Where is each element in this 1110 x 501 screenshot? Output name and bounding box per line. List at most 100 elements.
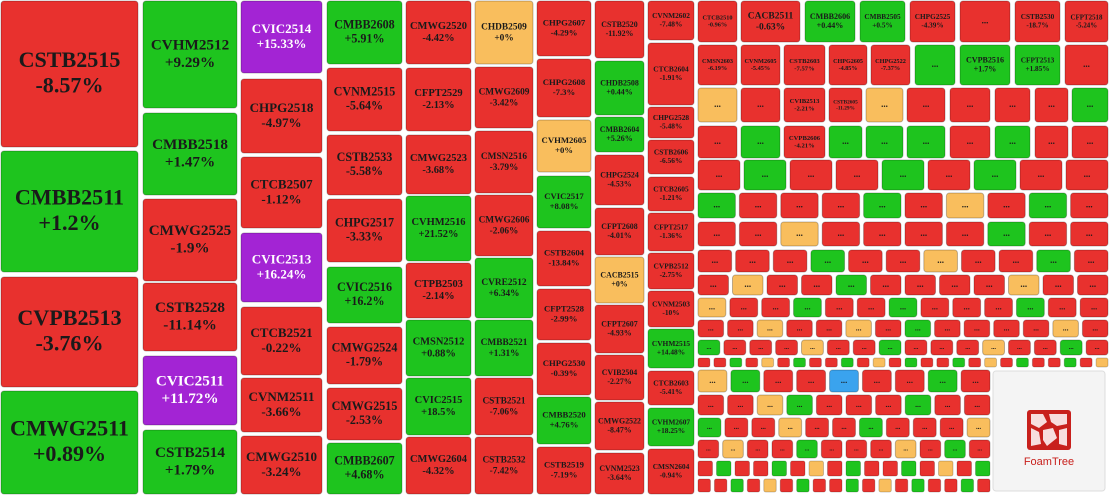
tile-box (804, 0, 856, 43)
tile: ... (810, 249, 846, 273)
tile-box (240, 0, 323, 74)
tile: CFPT2608-4.01% (594, 207, 645, 256)
tile: ... (1071, 125, 1109, 159)
tile-box (405, 262, 472, 319)
tile-label: CHPG2607 (543, 18, 586, 28)
tile-change: -7.19% (551, 470, 578, 480)
tile-box (966, 417, 991, 438)
tile-label: ... (732, 344, 737, 351)
tile: ... (994, 125, 1031, 159)
tile-box (1008, 339, 1031, 356)
tile-box (801, 274, 833, 296)
tile-label: CMBB2520 (542, 410, 586, 420)
tile-change: +1.79% (165, 462, 215, 479)
tile: ... (904, 394, 932, 416)
tile-label: ... (815, 424, 820, 431)
tile: ... (805, 417, 830, 438)
tile-box (1059, 339, 1083, 356)
tile: CVNM2511-3.66% (240, 377, 323, 433)
tile-box (697, 0, 738, 43)
tile-box (594, 0, 645, 59)
tile-box (1036, 249, 1071, 273)
tile-box (405, 436, 472, 495)
tile: ... (1059, 339, 1083, 356)
tile-box (796, 369, 827, 393)
tile-change: -2.06% (490, 226, 519, 236)
tile: ... (848, 249, 883, 273)
tile-label: ... (854, 169, 861, 179)
tile-label: ... (757, 99, 764, 109)
tile-box (0, 276, 139, 388)
small-tile (938, 460, 954, 477)
tile-label: ... (992, 169, 999, 179)
tile-label: ... (923, 136, 930, 146)
tile-label: ... (708, 323, 714, 332)
tile: CACB2515+0% (594, 256, 645, 304)
tile-box (536, 446, 592, 495)
tile-change: -1.36% (660, 231, 683, 240)
tile-box (904, 274, 936, 296)
tile-label: ... (710, 279, 717, 289)
small-tile (977, 478, 991, 493)
tile-label: CMBB2518 (152, 136, 228, 153)
tile-change: -5.41% (660, 387, 683, 396)
small-tile (936, 357, 950, 368)
tile-label: ... (1048, 136, 1055, 146)
tile-label: ... (784, 344, 789, 351)
tile-change: -0.94% (660, 471, 683, 480)
tile-change: +5.26% (606, 134, 632, 143)
tile-label: ... (1045, 200, 1052, 210)
tile-box (885, 417, 910, 438)
tile-label: ... (915, 400, 921, 409)
tile-box (904, 394, 932, 416)
tile-box (874, 319, 902, 338)
tile: ... (861, 369, 892, 393)
tile-label: ... (951, 279, 958, 289)
tile-label: ... (1050, 255, 1057, 265)
tile: ... (987, 192, 1026, 219)
tile-box (536, 288, 592, 341)
tile: ... (1028, 192, 1068, 219)
tile: ... (959, 0, 1011, 43)
tile: CTCB2507-1.12% (240, 156, 323, 229)
tile-label: ... (962, 228, 969, 238)
tile-change: -2.27% (607, 377, 631, 386)
tile: ... (1036, 249, 1071, 273)
tile-change: +0.44% (817, 21, 844, 30)
small-tile (894, 478, 909, 493)
logo-text: FoamTree (1024, 456, 1074, 468)
small-tile (824, 357, 838, 368)
tile-change: -11.29% (836, 105, 855, 111)
tile: CVNM2602-7.48% (647, 0, 695, 41)
tile-change: +1.7% (974, 65, 997, 74)
tile-label: ... (874, 375, 881, 385)
tile: ... (906, 125, 946, 159)
tile-box (647, 106, 695, 139)
tile-label: ... (842, 136, 849, 146)
tile-label: ... (707, 424, 712, 431)
tile-change: -2.75% (660, 270, 683, 279)
small-tile (697, 478, 711, 493)
tile: ... (1022, 319, 1050, 338)
tile-label: ... (797, 400, 803, 409)
tile-box (405, 195, 472, 262)
tile-label: CFPT2513 (1021, 57, 1055, 65)
tile: CSTB2533-5.58% (326, 134, 403, 196)
tile: CSTB2605-11.29% (828, 87, 863, 123)
tile-box (536, 396, 592, 445)
tile-box (861, 369, 892, 393)
tile-label: CVIC2515 (415, 395, 463, 406)
tile-label: ... (856, 323, 862, 332)
tile-label: CVIC2513 (252, 251, 312, 266)
tile-box (697, 394, 725, 416)
tile: CFPT2518-5.24% (1064, 0, 1109, 43)
tile-box (852, 339, 876, 356)
tile-change: -0.96% (708, 22, 727, 29)
tile-change: -5.48% (660, 122, 683, 131)
tile-change: +18.5% (421, 407, 456, 418)
tile: ... (949, 125, 991, 159)
tile-label: ... (829, 445, 834, 452)
tile: ... (982, 339, 1005, 356)
small-tile (944, 478, 958, 493)
